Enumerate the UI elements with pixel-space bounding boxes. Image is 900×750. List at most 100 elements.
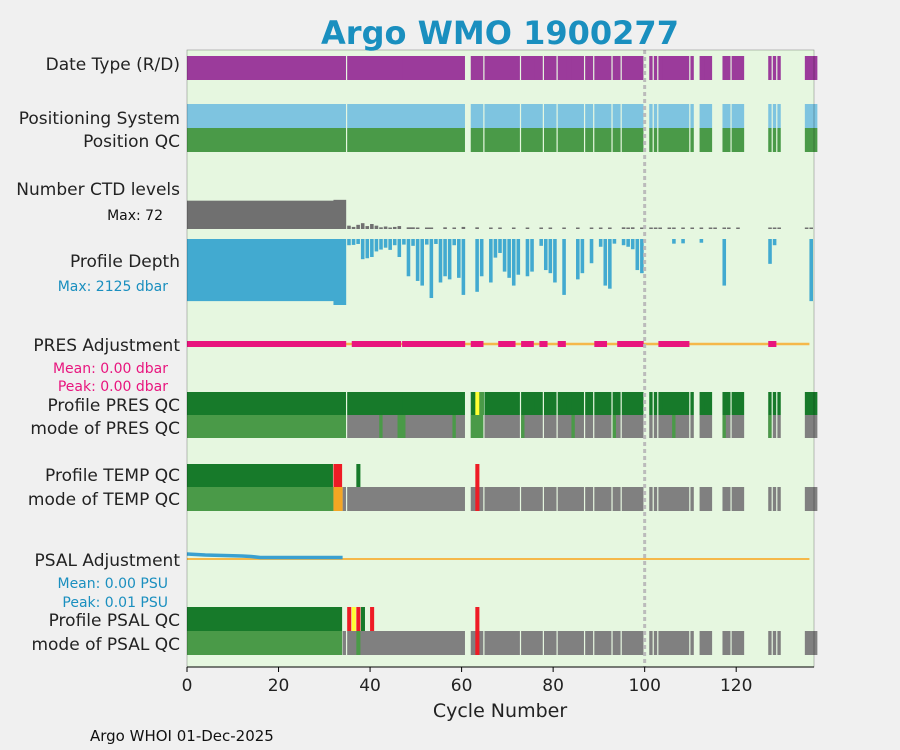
x-axis-label: Cycle Number xyxy=(433,700,567,722)
positioning-system-bar xyxy=(731,104,745,128)
mode-psal-qc-bar xyxy=(612,631,621,655)
position-qc-bar xyxy=(543,128,557,152)
date-type-bar xyxy=(699,56,708,80)
x-tick-label: 100 xyxy=(628,676,660,696)
profile-pres-qc-bar xyxy=(699,392,708,415)
date-type-bar xyxy=(690,56,694,80)
row-label-mode-temp-qc: mode of TEMP QC xyxy=(28,490,180,510)
mode-pres-qc-bar xyxy=(722,415,731,438)
row-label-positioning-system: Positioning System xyxy=(19,109,180,129)
mode-temp-qc-orange-bar xyxy=(333,487,343,511)
position-qc-bar xyxy=(347,128,406,152)
profile-pres-qc-bar xyxy=(777,392,781,415)
mode-temp-qc-bar xyxy=(804,487,813,511)
mode-pres-qc-good-bar xyxy=(521,415,525,438)
profile-depth-bar xyxy=(548,239,553,274)
positioning-system-bar xyxy=(722,104,731,128)
positioning-system-bar xyxy=(543,104,557,128)
position-qc-bar xyxy=(772,128,777,152)
profile-pres-qc-bar xyxy=(772,392,777,415)
ctd-levels-bar xyxy=(548,227,553,229)
profile-depth-bar xyxy=(420,239,424,286)
mode-psal-qc-bar xyxy=(699,631,708,655)
positioning-system-bar xyxy=(566,104,575,128)
x-axis: 0 20 40 60 80 100 120 xyxy=(182,666,814,696)
profile-depth-bar xyxy=(434,239,438,244)
profile-depth-bar xyxy=(457,239,461,278)
profile-pres-qc-flag xyxy=(475,392,480,415)
row-label-pres-adjustment: PRES Adjustment xyxy=(33,336,180,356)
profile-pres-qc-bar xyxy=(543,392,557,415)
profile-depth-bar xyxy=(576,239,580,280)
profile-depth-bar xyxy=(498,239,502,253)
positioning-system-bar xyxy=(662,104,690,128)
ctd-max-note: Max: 72 xyxy=(107,208,163,224)
positioning-system-bar xyxy=(187,104,346,128)
profile-depth-bar xyxy=(479,239,484,277)
ctd-levels-bar xyxy=(511,227,516,229)
positioning-system-bar xyxy=(704,104,713,128)
mode-psal-qc-bar xyxy=(347,631,406,655)
row-label-date-type: Date Type (R/D) xyxy=(46,55,180,75)
mode-temp-qc-bar xyxy=(594,487,612,511)
profile-temp-qc-bar xyxy=(187,464,333,487)
mode-psal-qc-bar xyxy=(534,631,543,655)
position-qc-bar xyxy=(187,128,346,152)
pres-adjustment-segment xyxy=(539,341,548,347)
ctd-levels-bar xyxy=(370,224,374,229)
ctd-levels-bar xyxy=(653,227,658,229)
mode-psal-qc-bar xyxy=(722,631,731,655)
profile-depth-bar xyxy=(333,239,347,305)
mode-pres-qc-good-bar xyxy=(768,415,772,438)
mode-pres-qc-bar xyxy=(804,415,813,438)
position-qc-bar xyxy=(534,128,543,152)
profile-pres-qc-bar xyxy=(727,392,731,415)
mode-psal-qc-bar xyxy=(571,631,584,655)
profile-pres-qc-bar xyxy=(566,392,575,415)
ctd-levels-bar xyxy=(608,227,612,229)
profile-pres-qc-bar xyxy=(347,392,406,415)
position-qc-bar xyxy=(470,128,484,152)
date-type-bar xyxy=(187,56,346,80)
mode-psal-qc-bar xyxy=(731,631,745,655)
profile-pres-qc-bar xyxy=(484,392,520,415)
profile-depth-bar xyxy=(530,239,534,272)
profile-depth-bar xyxy=(681,239,685,244)
position-qc-bar xyxy=(566,128,575,152)
depth-max-note: Max: 2125 dbar xyxy=(58,279,169,295)
positioning-system-bar xyxy=(612,104,621,128)
date-type-bar xyxy=(543,56,557,80)
positioning-system-bar xyxy=(470,104,484,128)
mode-psal-qc-bar xyxy=(566,631,575,655)
profile-pres-qc-bar xyxy=(804,392,813,415)
row-label-position-qc: Position QC xyxy=(83,132,180,152)
positioning-system-bar xyxy=(347,104,406,128)
date-type-bar xyxy=(658,56,667,80)
profile-depth-bar xyxy=(347,239,351,246)
psal-peak-note: Peak: 0.01 PSU xyxy=(62,595,168,611)
mode-pres-qc-bar xyxy=(347,415,406,438)
profile-depth-bar xyxy=(447,239,452,280)
mode-psal-qc-bar xyxy=(690,631,694,655)
mode-psal-qc-bar xyxy=(768,631,772,655)
date-type-bar xyxy=(653,56,658,80)
mode-temp-qc-bar xyxy=(566,487,575,511)
ctd-levels-bar xyxy=(539,227,543,229)
mode-pres-qc-bar xyxy=(699,415,708,438)
mode-psal-qc-bar xyxy=(484,631,520,655)
date-type-bar xyxy=(704,56,713,80)
positioning-system-bar xyxy=(585,104,594,128)
mode-temp-qc-bar xyxy=(534,487,543,511)
profile-psal-qc-bar xyxy=(360,607,365,631)
mode-psal-qc-bar xyxy=(342,631,346,655)
date-type-bar xyxy=(804,56,813,80)
position-qc-bar xyxy=(699,128,708,152)
mode-temp-qc-bar xyxy=(772,487,777,511)
ctd-levels-bar xyxy=(392,226,397,229)
profile-depth-bar xyxy=(525,239,530,277)
ctd-levels-bar xyxy=(562,227,566,229)
profile-depth-bar xyxy=(424,239,429,245)
profile-depth-bar xyxy=(452,239,457,246)
profile-depth-bar xyxy=(411,239,415,246)
